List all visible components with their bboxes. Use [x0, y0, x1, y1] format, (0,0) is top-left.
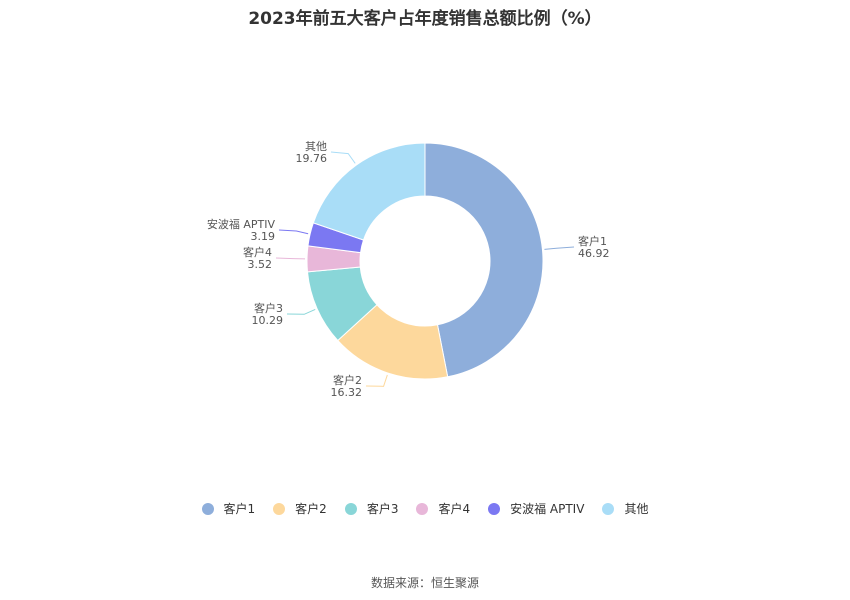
- legend-label-3: 客户3: [366, 502, 399, 516]
- legend-swatch-4: [416, 502, 429, 515]
- data-source: 数据来源：恒生聚源: [370, 576, 479, 590]
- leader-line-aptiv: [278, 229, 309, 235]
- slice-label-customer-3: 客户3: [254, 301, 283, 315]
- slice-label-customer-1: 客户1: [578, 234, 607, 248]
- leader-line-customer-3: [286, 308, 316, 315]
- slice-label-customer-4: 客户4: [243, 245, 272, 259]
- slice-value-customer-3: 10.29: [252, 314, 284, 327]
- slice-label-other: 其他: [305, 140, 327, 153]
- legend-item-4[interactable]: 客户4: [416, 500, 470, 517]
- slice-label-customer-2: 客户2: [333, 373, 362, 387]
- leader-line-customer-4: [275, 257, 306, 260]
- legend-label-6: 其他: [624, 502, 649, 516]
- slice-value-other: 19.76: [296, 152, 328, 165]
- legend-swatch-3: [344, 502, 357, 515]
- legend-swatch-2: [273, 502, 286, 515]
- leader-line-customer-1: [544, 246, 575, 250]
- leader-line-other: [330, 151, 356, 164]
- legend-item-3[interactable]: 客户3: [344, 500, 399, 517]
- slice-value-customer-4: 3.52: [248, 258, 273, 271]
- slice-customer-1[interactable]: [424, 142, 544, 378]
- leader-line-customer-2: [365, 374, 388, 387]
- slice-value-aptiv: 3.19: [251, 230, 276, 243]
- legend-label-5: 安波福 APTIV: [510, 502, 585, 516]
- legend-item-2[interactable]: 客户2: [273, 500, 327, 517]
- legend-item-5[interactable]: 安波福 APTIV: [488, 500, 584, 517]
- legend-swatch-6: [602, 502, 615, 515]
- slice-value-customer-1: 46.92: [578, 247, 610, 260]
- slice-label-aptiv: 安波福 APTIV: [207, 217, 276, 231]
- legend-label-4: 客户4: [438, 502, 471, 516]
- chart-legend: 客户1 客户2 客户3 客户4 安波福 APTIV 其他: [0, 500, 850, 517]
- legend-item-1[interactable]: 客户1: [201, 500, 256, 517]
- legend-label-2: 客户2: [295, 502, 327, 516]
- chart-title: 2023年前五大客户占年度销售总额比例（%）: [248, 9, 602, 29]
- legend-swatch-1: [201, 502, 214, 515]
- slice-value-customer-2: 16.32: [331, 386, 363, 399]
- slice-other[interactable]: [312, 142, 426, 241]
- legend-swatch-5: [488, 502, 501, 515]
- legend-label-1: 客户1: [223, 502, 256, 516]
- legend-item-6[interactable]: 其他: [602, 500, 648, 517]
